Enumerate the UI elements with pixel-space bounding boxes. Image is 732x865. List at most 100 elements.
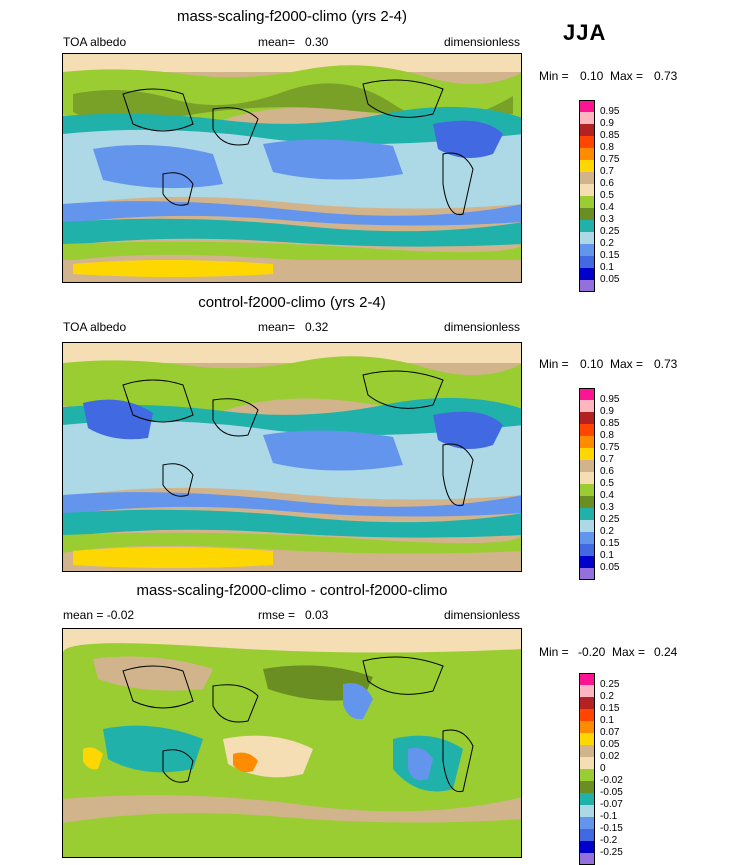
legend-swatch xyxy=(579,544,595,556)
legend-swatch xyxy=(579,460,595,472)
legend-tick-label: 0.95 xyxy=(600,106,620,117)
legend-tick-label: 0.3 xyxy=(600,214,614,225)
panel-title: mass-scaling-f2000-climo - control-f2000… xyxy=(136,582,448,599)
legend-tick-label: 0.8 xyxy=(600,142,614,153)
legend-tick-label: 0.25 xyxy=(600,514,620,525)
min-label: Min = xyxy=(539,357,569,371)
max-label: Max = xyxy=(610,69,644,83)
legend-swatch xyxy=(579,853,595,865)
variable-label: TOA albedo xyxy=(63,320,127,334)
legend-swatch xyxy=(579,160,595,172)
legend-tick-label: 0.1 xyxy=(600,715,614,726)
mean-label: mean= xyxy=(258,35,296,49)
legend-swatch xyxy=(579,280,595,292)
legend-tick-label: -0.02 xyxy=(600,775,623,786)
legend-tick-label: 0.8 xyxy=(600,430,614,441)
legend-swatch xyxy=(579,400,595,412)
legend-swatch xyxy=(579,256,595,268)
legend-swatch xyxy=(579,520,595,532)
legend-tick-label: 0.75 xyxy=(600,442,620,453)
min-label: Min = xyxy=(539,69,569,83)
legend-swatch xyxy=(579,220,595,232)
legend-swatch xyxy=(579,745,595,757)
legend-swatch xyxy=(579,136,595,148)
panel-title: control-f2000-climo (yrs 2-4) xyxy=(198,294,386,311)
max-value: 0.73 xyxy=(654,69,678,83)
legend-tick-label: 0.15 xyxy=(600,538,620,549)
legend-tick-label: 0.5 xyxy=(600,478,614,489)
legend-tick-label: 0.05 xyxy=(600,739,620,750)
legend-tick-label: 0.25 xyxy=(600,679,620,690)
legend-swatch xyxy=(579,448,595,460)
legend-tick-label: -0.25 xyxy=(600,847,623,858)
rmse-label: rmse = xyxy=(258,608,296,622)
legend-swatch xyxy=(579,244,595,256)
legend-tick-label: 0.6 xyxy=(600,178,614,189)
legend-swatch xyxy=(579,388,595,400)
legend-tick-label: 0.25 xyxy=(600,226,620,237)
season-label: JJA xyxy=(563,20,607,45)
legend-swatch xyxy=(579,124,595,136)
legend-tick-label: 0.4 xyxy=(600,202,614,213)
legend-swatch xyxy=(579,496,595,508)
map-panel-difference xyxy=(62,628,522,858)
legend-tick-label: 0.9 xyxy=(600,406,614,417)
max-label: Max = xyxy=(612,645,646,659)
legend-tick-label: -0.05 xyxy=(600,787,623,798)
mean-value: 0.32 xyxy=(305,320,329,334)
legend-swatch xyxy=(579,172,595,184)
min-value: 0.10 xyxy=(580,357,604,371)
legend-swatch xyxy=(579,148,595,160)
max-label: Max = xyxy=(610,357,644,371)
legend-swatch xyxy=(579,673,595,685)
legend-swatch xyxy=(579,184,595,196)
legend-tick-label: 0 xyxy=(600,763,606,774)
legend-tick-label: 0.05 xyxy=(600,562,620,573)
legend-tick-label: 0.95 xyxy=(600,394,620,405)
units-label: dimensionless xyxy=(444,608,521,622)
legend-swatch xyxy=(579,196,595,208)
legend-tick-label: 0.1 xyxy=(600,262,614,273)
legend-tick-label: 0.9 xyxy=(600,118,614,129)
legend-tick-label: 0.07 xyxy=(600,727,620,738)
legend-swatch xyxy=(579,112,595,124)
legend-swatch xyxy=(579,841,595,853)
diff-mean-label: mean = -0.02 xyxy=(63,608,135,622)
legend-swatch xyxy=(579,793,595,805)
legend-swatch xyxy=(579,721,595,733)
legend-tick-label: 0.15 xyxy=(600,703,620,714)
legend-tick-label: -0.15 xyxy=(600,823,623,834)
legend-swatch xyxy=(579,436,595,448)
legend-swatch xyxy=(579,532,595,544)
panel-title: mass-scaling-f2000-climo (yrs 2-4) xyxy=(176,8,408,25)
rmse-value: 0.03 xyxy=(305,608,329,622)
legend-tick-label: 0.3 xyxy=(600,502,614,513)
legend-swatch xyxy=(579,769,595,781)
legend-swatch xyxy=(579,232,595,244)
legend-tick-label: 0.7 xyxy=(600,166,614,177)
legend-swatch xyxy=(579,757,595,769)
mean-value: 0.30 xyxy=(305,35,329,49)
legend-swatch xyxy=(579,709,595,721)
legend-tick-label: 0.2 xyxy=(600,526,614,537)
legend-swatch xyxy=(579,805,595,817)
legend-swatch xyxy=(579,484,595,496)
units-label: dimensionless xyxy=(444,35,521,49)
legend-tick-label: -0.2 xyxy=(600,835,618,846)
legend-tick-label: -0.1 xyxy=(600,811,618,822)
legend-tick-label: 0.02 xyxy=(600,751,620,762)
variable-label: TOA albedo xyxy=(63,35,127,49)
legend-swatch xyxy=(579,568,595,580)
legend-tick-label: 0.4 xyxy=(600,490,614,501)
legend-swatch xyxy=(579,556,595,568)
legend-swatch xyxy=(579,685,595,697)
mean-label: mean= xyxy=(258,320,296,334)
legend-swatch xyxy=(579,268,595,280)
legend-swatch xyxy=(579,100,595,112)
legend-swatch xyxy=(579,697,595,709)
legend-tick-label: 0.1 xyxy=(600,550,614,561)
map-panel-mass-scaling xyxy=(62,53,522,283)
legend-tick-label: 0.5 xyxy=(600,190,614,201)
legend-swatch xyxy=(579,424,595,436)
legend-tick-label: 0.15 xyxy=(600,250,620,261)
